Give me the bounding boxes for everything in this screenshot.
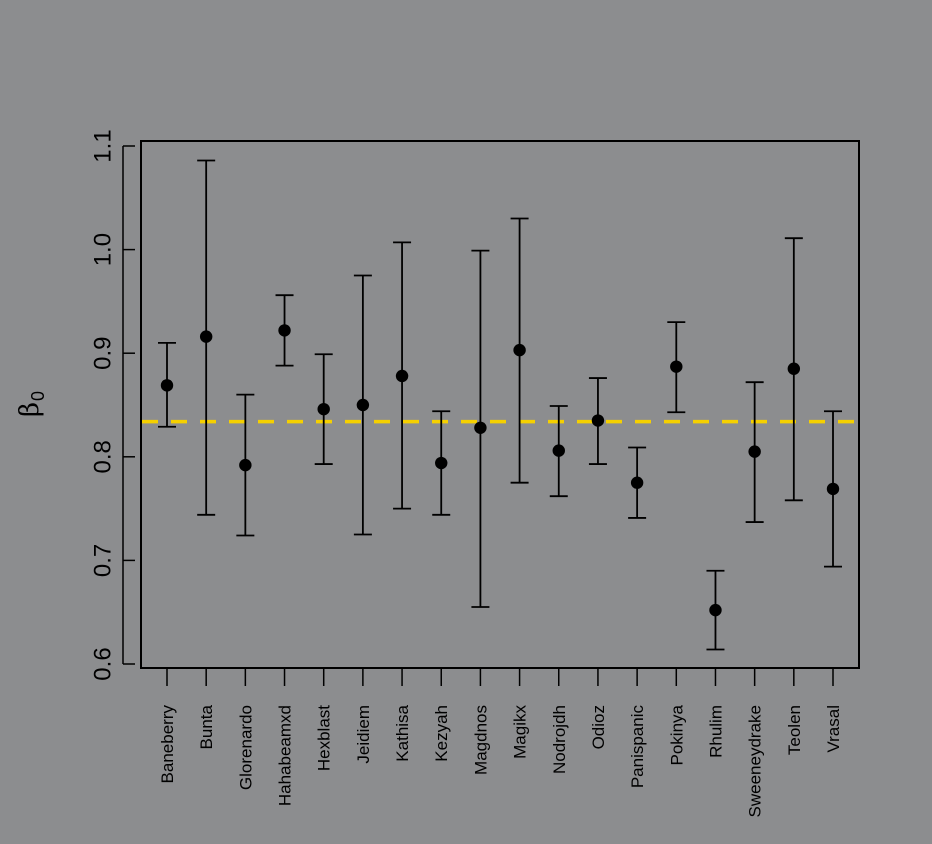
x-tick-label: Sweeneydrake [746, 705, 765, 817]
x-tick-label: Pokinya [667, 704, 686, 765]
data-point [474, 421, 487, 434]
data-point [826, 482, 840, 496]
y-tick-label: 0.9 [89, 337, 116, 370]
x-tick-label: Hahabeamxd [276, 705, 295, 806]
y-tick-label: 0.7 [89, 544, 116, 577]
x-tick-label: Odioz [589, 705, 608, 749]
y-tick-label: 1.1 [89, 129, 116, 162]
x-tick-label: Magikx [511, 705, 530, 759]
x-tick-label: Hexblast [315, 705, 334, 771]
error-bars [158, 159, 842, 651]
data-point [787, 362, 801, 375]
y-tick-label: 0.6 [89, 647, 116, 680]
data-point [199, 330, 213, 343]
x-tick-label: Teolen [785, 705, 804, 755]
x-tick-label: Rhulim [706, 705, 725, 758]
data-point [356, 398, 370, 412]
x-tick-label: Baneberry [158, 705, 177, 784]
data-point [748, 445, 761, 458]
x-tick-label: Bunta [197, 704, 216, 749]
axes: 0.6 0.7 0.8 0.9 1.0 1.1 Baneberry Bunta Glorenar… [89, 129, 860, 817]
data-point [630, 476, 644, 489]
data-point [395, 369, 409, 383]
x-tick-label: Jeidiem [354, 705, 373, 764]
x-tick-label: Vrasal [824, 705, 843, 753]
data-point [435, 456, 448, 470]
data-point [317, 402, 330, 416]
plot-frame [140, 140, 860, 669]
x-tick-label: Kezyah [432, 705, 451, 762]
data-point [239, 458, 252, 472]
data-point [160, 379, 174, 392]
y-axis-label-symbol: β [15, 402, 45, 417]
data-point [670, 360, 683, 373]
x-tick-label: Nodrojdh [550, 705, 569, 774]
data-point [709, 603, 722, 617]
data-point [513, 343, 526, 357]
y-tick-label: 0.8 [89, 440, 116, 473]
data-point [552, 444, 565, 457]
y-axis-label-subscript: 0 [28, 391, 48, 401]
points [160, 324, 840, 617]
x-tick-label: Glorenardo [236, 705, 255, 790]
data-point [278, 324, 291, 337]
x-tick-label: Panispanic [628, 705, 647, 789]
x-tick-label: Kathisa [393, 704, 412, 761]
y-tick-label: 1.0 [89, 233, 116, 266]
y-axis-label: β 0 [15, 391, 48, 417]
x-tick-label: Magdnos [471, 705, 490, 775]
data-point [591, 414, 605, 427]
